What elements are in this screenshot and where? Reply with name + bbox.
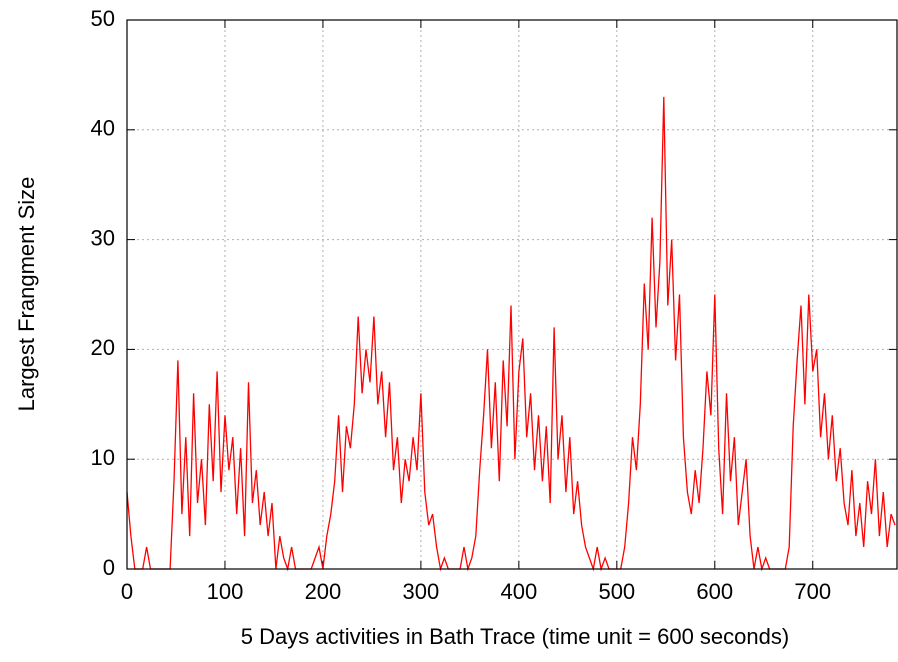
- x-tick-label: 100: [207, 579, 244, 604]
- plot-frame: [126, 19, 898, 570]
- x-tick-label: 300: [403, 579, 440, 604]
- y-tick-label: 50: [91, 6, 115, 31]
- y-tick-label: 0: [103, 555, 115, 580]
- x-tick-label: 0: [121, 579, 133, 604]
- data-line: [126, 96, 896, 572]
- y-tick-label: 40: [91, 116, 115, 141]
- x-tick-label: 200: [305, 579, 342, 604]
- y-tick-label: 30: [91, 225, 115, 250]
- x-tick-label: 700: [794, 579, 831, 604]
- y-axis-label: Largest Frangment Size: [14, 177, 39, 412]
- y-tick-label: 10: [91, 445, 115, 470]
- x-tick-label: 600: [696, 579, 733, 604]
- x-axis-label: 5 Days activities in Bath Trace (time un…: [241, 624, 789, 649]
- x-tick-label: 400: [500, 579, 537, 604]
- y-tick-label: 20: [91, 335, 115, 360]
- x-tick-label: 500: [598, 579, 635, 604]
